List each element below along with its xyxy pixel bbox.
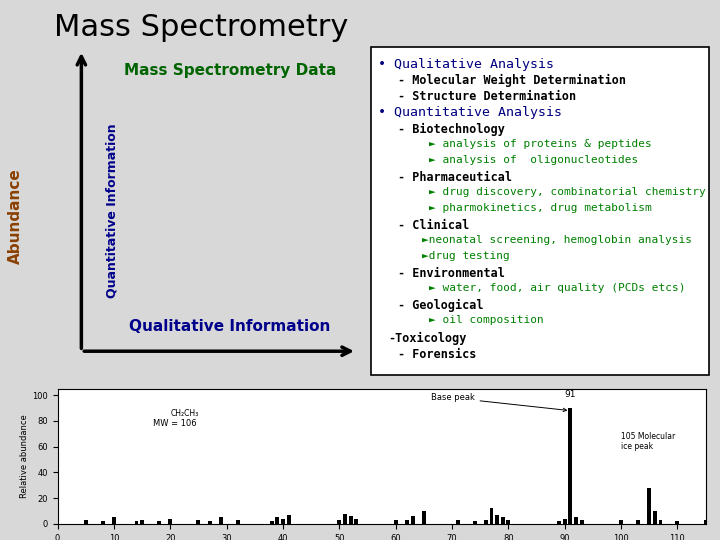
Text: - Geological: - Geological: [398, 299, 484, 313]
Bar: [281, 518, 285, 524]
Text: ► pharmokinetics, drug metabolism: ► pharmokinetics, drug metabolism: [429, 203, 652, 213]
Bar: [197, 520, 200, 524]
Bar: [410, 516, 415, 524]
Bar: [135, 521, 138, 524]
Text: ►neonatal screening, hemoglobin analysis: ►neonatal screening, hemoglobin analysis: [423, 235, 693, 245]
Bar: [659, 520, 662, 524]
Text: Mass Spectrometry: Mass Spectrometry: [55, 14, 348, 43]
Bar: [557, 521, 561, 524]
Text: - Environmental: - Environmental: [398, 267, 505, 280]
Text: • Quantitative Analysis: • Quantitative Analysis: [377, 106, 562, 119]
Bar: [219, 517, 223, 524]
Bar: [574, 517, 578, 524]
Bar: [647, 488, 651, 524]
Bar: [636, 520, 640, 524]
Bar: [653, 511, 657, 524]
Text: ► oil composition: ► oil composition: [429, 315, 544, 326]
Bar: [619, 520, 623, 524]
FancyBboxPatch shape: [371, 46, 709, 375]
Text: - Pharmaceutical: - Pharmaceutical: [398, 171, 513, 184]
Text: CH₂CH₃: CH₂CH₃: [171, 409, 199, 418]
Bar: [343, 514, 347, 524]
Bar: [140, 520, 144, 524]
Bar: [405, 520, 409, 524]
Bar: [490, 508, 493, 524]
Text: - Biotechnology: - Biotechnology: [398, 123, 505, 136]
Bar: [208, 521, 212, 524]
Bar: [675, 521, 680, 524]
Bar: [394, 520, 397, 524]
Bar: [270, 521, 274, 524]
Text: Mass Spectrometry Data: Mass Spectrometry Data: [124, 63, 336, 78]
Text: Quantitative Information: Quantitative Information: [106, 123, 119, 298]
Text: ►drug testing: ►drug testing: [423, 251, 510, 261]
Text: - Forensics: - Forensics: [398, 348, 477, 361]
Bar: [472, 521, 477, 524]
Bar: [563, 518, 567, 524]
Bar: [101, 521, 104, 524]
Text: ► analysis of proteins & peptides: ► analysis of proteins & peptides: [429, 139, 652, 148]
Y-axis label: Relative abundance: Relative abundance: [20, 414, 30, 498]
Text: ► water, food, air quality (PCDs etcs): ► water, food, air quality (PCDs etcs): [429, 284, 686, 293]
Bar: [157, 521, 161, 524]
Bar: [580, 520, 584, 524]
Bar: [703, 520, 708, 524]
Bar: [168, 518, 172, 524]
Text: Abundance: Abundance: [9, 168, 23, 264]
Text: - Structure Determination: - Structure Determination: [398, 90, 577, 103]
Bar: [495, 515, 499, 524]
Bar: [84, 520, 88, 524]
Bar: [456, 520, 459, 524]
Text: Base peak: Base peak: [431, 393, 567, 411]
Text: - Clinical: - Clinical: [398, 219, 469, 232]
Text: ► drug discovery, combinatorial chemistry: ► drug discovery, combinatorial chemistr…: [429, 187, 706, 197]
Bar: [501, 517, 505, 524]
Text: • Qualitative Analysis: • Qualitative Analysis: [377, 58, 554, 71]
Text: 91: 91: [564, 390, 576, 399]
Bar: [506, 520, 510, 524]
Bar: [568, 408, 572, 524]
Text: 105 Molecular
ice peak: 105 Molecular ice peak: [621, 432, 675, 451]
Bar: [422, 511, 426, 524]
Bar: [354, 518, 359, 524]
Text: - Molecular Weight Determination: - Molecular Weight Determination: [398, 75, 626, 87]
Text: -Toxicology: -Toxicology: [388, 332, 467, 345]
Bar: [275, 517, 279, 524]
Bar: [484, 520, 488, 524]
Bar: [287, 515, 291, 524]
Bar: [338, 520, 341, 524]
Bar: [236, 520, 240, 524]
Bar: [348, 516, 353, 524]
Text: ► analysis of  oligonucleotides: ► analysis of oligonucleotides: [429, 154, 639, 165]
Text: Qualitative Information: Qualitative Information: [130, 320, 330, 334]
Bar: [112, 517, 116, 524]
Text: MW = 106: MW = 106: [153, 419, 197, 428]
